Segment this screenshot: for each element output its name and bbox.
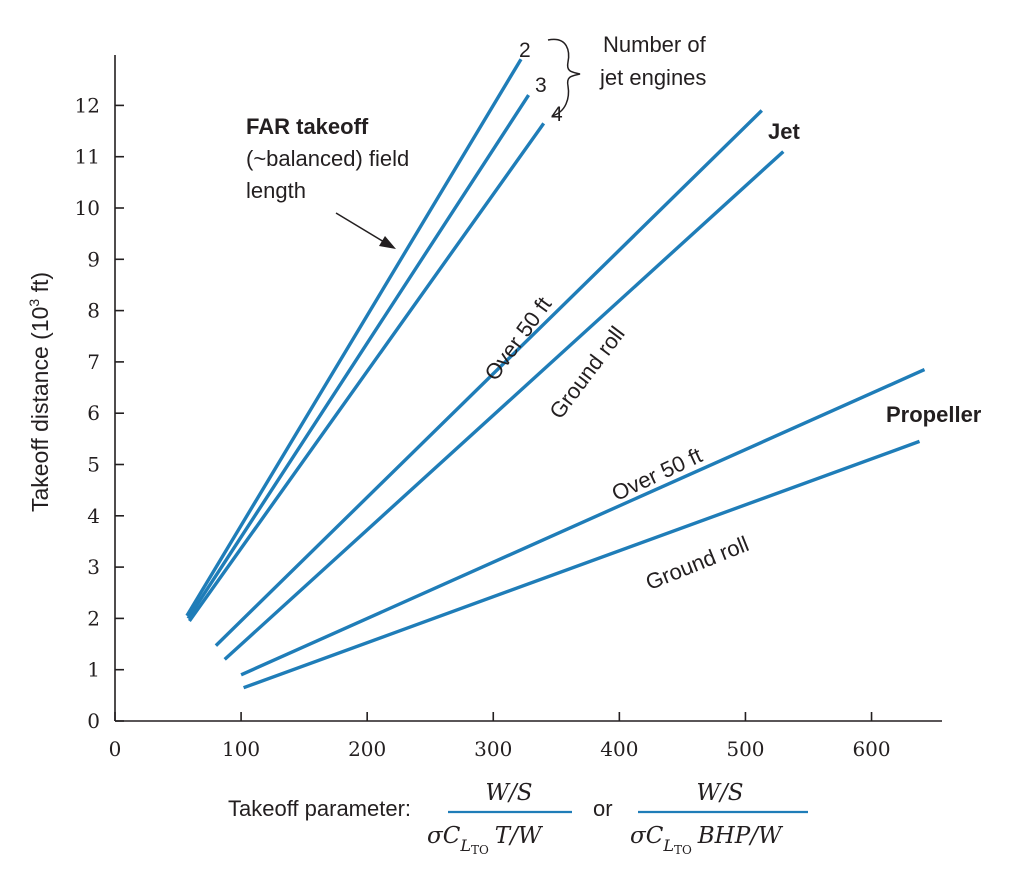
engines-brace — [547, 38, 581, 117]
series-line-jet-over-50-ft — [214, 109, 763, 647]
engine-label-2: 2 — [519, 39, 531, 62]
x-tick-label: 400 — [600, 737, 638, 761]
x-ticks: 0 100 200 300 400 500 600 — [109, 712, 891, 761]
y-tick-label: 9 — [87, 247, 100, 271]
fraction-2-denominator: σCLTOBHP/W — [630, 823, 784, 857]
far-line2: (~balanced) field — [246, 146, 409, 171]
series-line-far-takeoff-4 — [188, 122, 546, 622]
y-tick-label: 6 — [87, 401, 100, 425]
series-line-far-takeoff-2 — [185, 58, 523, 617]
y-axis-label: Takeoff distance (103 ft) — [26, 272, 53, 512]
x-tick-label: 500 — [726, 737, 764, 761]
fraction-1-numerator: W/S — [485, 780, 532, 806]
series-layer — [185, 58, 926, 690]
series-line-far-takeoff-3 — [186, 94, 531, 620]
y-tick-label: 4 — [87, 504, 100, 528]
engines-line1: Number of — [603, 32, 707, 57]
series-line-jet-ground-roll — [223, 150, 785, 661]
x-axis-label: Takeoff parameter: — [228, 796, 411, 821]
far-arrow — [335, 212, 396, 249]
y-tick-label: 0 — [87, 709, 100, 733]
jet-group-label: Jet — [768, 119, 800, 144]
far-title: FAR takeoff — [246, 114, 369, 139]
series-line-propeller-over-50-ft — [240, 368, 926, 677]
fraction-1-denominator: σCLTOT/W — [427, 823, 544, 857]
engine-label-3: 3 — [535, 74, 547, 97]
fraction-2-numerator: W/S — [696, 780, 743, 806]
x-tick-label: 0 — [109, 737, 122, 761]
y-tick-label: 5 — [87, 453, 100, 477]
prop-ground-label: Ground roll — [642, 531, 752, 595]
series-line-propeller-ground-roll — [243, 439, 921, 690]
y-tick-label: 11 — [75, 145, 100, 169]
propeller-group-label: Propeller — [886, 402, 982, 427]
y-tick-label: 3 — [87, 555, 100, 579]
y-tick-label: 12 — [75, 93, 100, 117]
x-tick-label: 600 — [852, 737, 890, 761]
x-tick-label: 200 — [348, 737, 386, 761]
or-text: or — [593, 796, 613, 821]
x-tick-label: 100 — [222, 737, 260, 761]
fraction-2: W/S σCLTOBHP/W — [630, 780, 808, 857]
y-tick-label: 10 — [75, 196, 100, 220]
y-tick-label: 2 — [87, 606, 100, 630]
y-tick-label: 8 — [87, 299, 100, 323]
jet-over-label: Over 50 ft — [479, 292, 556, 385]
y-tick-label: 1 — [87, 658, 100, 682]
fraction-1: W/S σCLTOT/W — [427, 780, 572, 857]
jet-ground-label: Ground roll — [544, 322, 629, 424]
engines-line2: jet engines — [599, 65, 706, 90]
far-line3: length — [246, 178, 306, 203]
x-tick-label: 300 — [474, 737, 512, 761]
y-tick-label: 7 — [87, 350, 100, 374]
